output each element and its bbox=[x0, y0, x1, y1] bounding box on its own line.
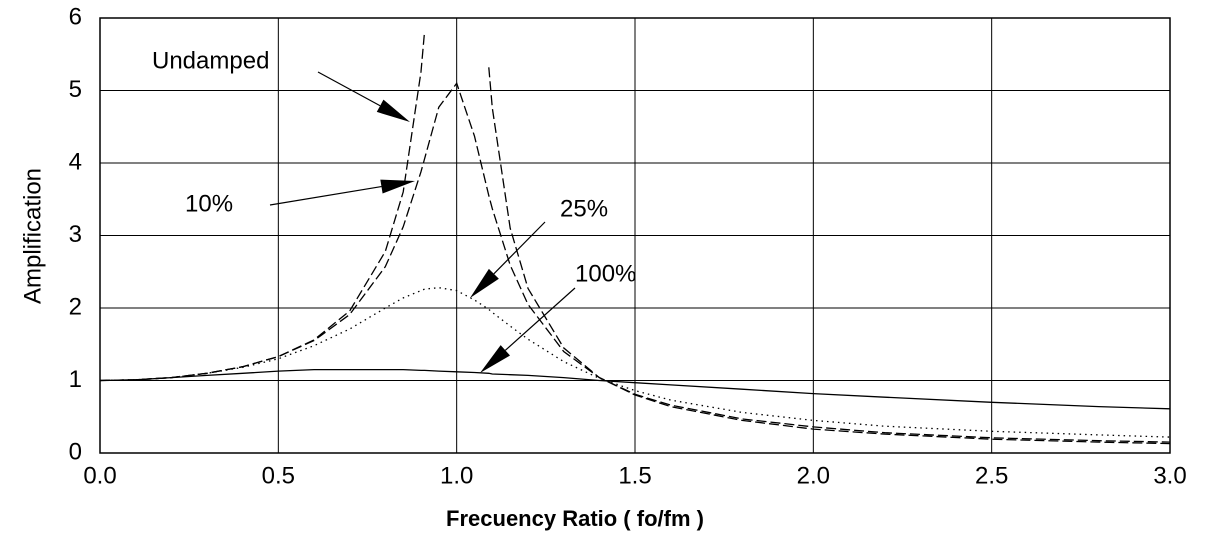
y-axis-label: Amplification bbox=[19, 168, 46, 304]
arrow-head bbox=[380, 179, 415, 194]
arrow-line bbox=[317, 71, 381, 107]
x-tick-label: 0.0 bbox=[83, 462, 116, 489]
y-tick-label: 3 bbox=[69, 221, 82, 248]
arrow-head bbox=[480, 345, 511, 373]
series-line bbox=[100, 81, 1170, 443]
x-tick-label: 2.5 bbox=[975, 462, 1008, 489]
x-tick-label: 1.0 bbox=[440, 462, 473, 489]
x-tick-label: 0.5 bbox=[262, 462, 295, 489]
series-label: 100% bbox=[575, 260, 636, 287]
series-line bbox=[100, 368, 1170, 410]
x-tick-label: 3.0 bbox=[1153, 462, 1186, 489]
x-tick-label: 2.0 bbox=[797, 462, 830, 489]
y-tick-label: 4 bbox=[69, 148, 82, 175]
y-tick-label: 2 bbox=[69, 293, 82, 320]
arrow-line bbox=[269, 185, 382, 206]
y-tick-label: 0 bbox=[69, 438, 82, 465]
series-label: 10% bbox=[185, 190, 233, 217]
y-tick-label: 1 bbox=[69, 366, 82, 393]
x-axis-label: Frecuency Ratio ( fo/fm ) bbox=[446, 506, 704, 531]
arrow-line bbox=[493, 221, 546, 275]
plot-border bbox=[99, 17, 1171, 454]
arrow-head bbox=[376, 99, 410, 122]
arrow-head bbox=[470, 268, 499, 298]
y-tick-label: 5 bbox=[69, 76, 82, 103]
series-label: 25% bbox=[560, 195, 608, 222]
y-tick-label: 6 bbox=[69, 3, 82, 30]
series-label: Undamped bbox=[152, 47, 269, 74]
arrow-line bbox=[504, 287, 576, 351]
x-tick-label: 1.5 bbox=[618, 462, 651, 489]
